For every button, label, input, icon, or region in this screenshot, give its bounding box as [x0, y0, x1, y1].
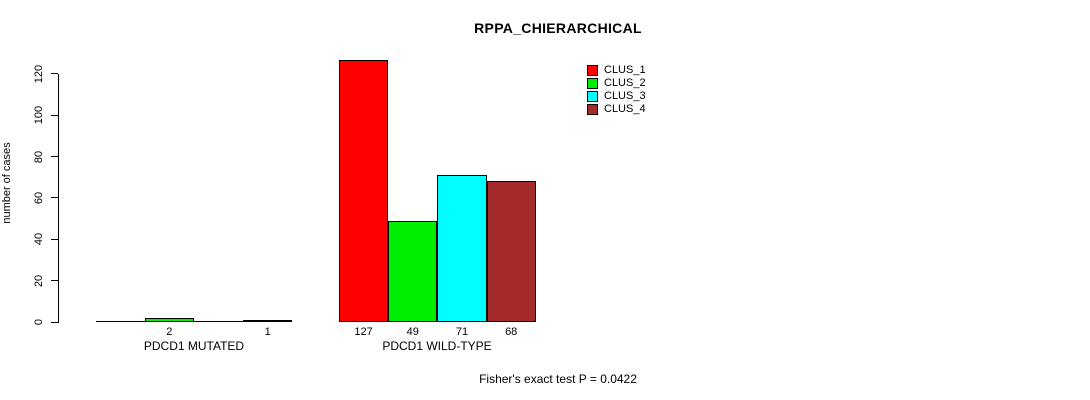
legend-label: CLUS_2	[604, 76, 646, 89]
legend-swatch-clus3	[587, 90, 598, 102]
y-tick	[51, 238, 58, 240]
bar-value-label: 68	[505, 326, 518, 338]
y-axis-line	[58, 74, 59, 323]
bar-clus_4-group1	[243, 320, 293, 322]
legend-item: CLUS_3	[587, 89, 646, 102]
legend-item: CLUS_2	[587, 76, 646, 89]
y-tick	[51, 114, 58, 116]
bar-clus_2-group2	[388, 221, 438, 322]
bar-clus_3-group2	[437, 175, 487, 322]
y-tick	[51, 156, 58, 158]
y-tick	[51, 197, 58, 199]
bar-clus_2-group1	[144, 318, 194, 322]
x-group-label-wildtype: PDCD1 WILD-TYPE	[382, 339, 492, 353]
y-tick	[51, 321, 58, 323]
chart-title: RPPA_CHIERARCHICAL	[474, 20, 642, 36]
y-axis-label: number of cases	[1, 142, 13, 224]
bar-value-label: 1	[264, 326, 271, 338]
bar-clus_1-group2	[339, 60, 389, 322]
zero-bar-line-clus_3-group1	[193, 321, 245, 322]
legend-item: CLUS_4	[587, 102, 646, 115]
y-tick	[51, 280, 58, 282]
legend-label: CLUS_1	[604, 63, 646, 76]
legend-swatch-clus1	[587, 64, 598, 76]
bar-value-label: 2	[166, 326, 173, 338]
legend: CLUS_1 CLUS_2 CLUS_3 CLUS_4	[587, 63, 646, 117]
bar-value-label: 127	[354, 326, 373, 338]
legend-label: CLUS_4	[604, 102, 646, 115]
bar-value-label: 71	[455, 326, 469, 338]
zero-bar-line-clus_1-group1	[95, 321, 146, 322]
x-group-label-mutated: PDCD1 MUTATED	[143, 339, 245, 353]
bar-value-label: 49	[406, 326, 419, 338]
legend-swatch-clus4	[587, 103, 598, 115]
bar-clus_4-group2	[486, 181, 536, 322]
legend-swatch-clus2	[587, 77, 598, 89]
legend-label: CLUS_3	[604, 89, 646, 102]
legend-item: CLUS_1	[587, 63, 646, 76]
y-tick-label: 120	[33, 64, 45, 84]
y-tick	[51, 73, 58, 75]
footer-note: Fisher's exact test P = 0.0422	[479, 372, 637, 386]
